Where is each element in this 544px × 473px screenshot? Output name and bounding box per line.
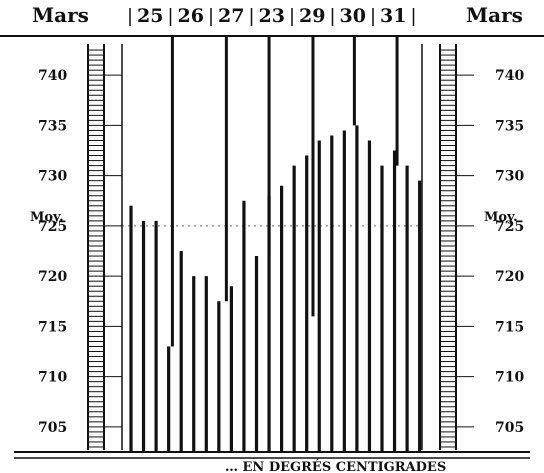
y-tick-right: 735 — [495, 118, 524, 134]
y-tick-right: 740 — [495, 68, 524, 84]
chart-caption: … EN DEGRÉS CENTIGRADES — [225, 459, 446, 473]
mean-label-left: Moy. — [30, 210, 64, 225]
day-label: 25 — [137, 5, 163, 27]
month-label-left: Mars — [32, 3, 89, 27]
day-label: 30 — [340, 5, 366, 27]
y-tick-right: 705 — [495, 420, 524, 436]
y-tick-left: 725 — [38, 219, 67, 235]
y-tick-left: 720 — [38, 269, 67, 285]
day-label: 23 — [259, 5, 285, 27]
y-tick-right: 710 — [495, 370, 524, 386]
y-tick-left: 710 — [38, 370, 67, 386]
y-tick-right: 715 — [495, 319, 524, 335]
y-tick-left: 730 — [38, 169, 67, 185]
y-tick-right: 720 — [495, 269, 524, 285]
day-label: 31 — [380, 5, 406, 27]
y-tick-left: 705 — [38, 420, 67, 436]
y-tick-right: 725 — [495, 219, 524, 235]
y-tick-left: 735 — [38, 118, 67, 134]
y-tick-left: 715 — [38, 319, 67, 335]
mean-label-right: Moy. — [484, 210, 518, 225]
y-tick-left: 740 — [38, 68, 67, 84]
month-label-right: Mars — [466, 3, 523, 27]
y-tick-right: 730 — [495, 169, 524, 185]
day-label: 26 — [178, 5, 204, 27]
day-label: 27 — [218, 5, 244, 27]
day-label: 29 — [299, 5, 325, 27]
